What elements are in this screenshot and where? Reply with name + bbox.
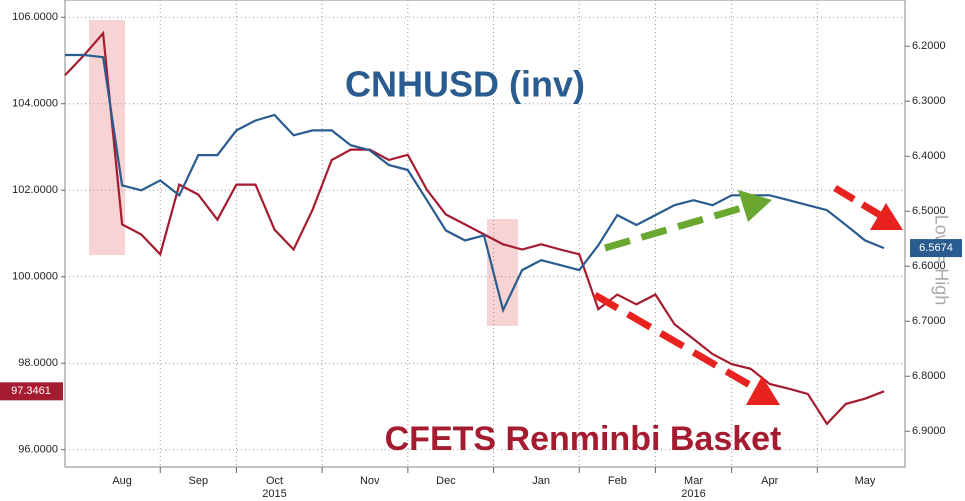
y-tick-label: 96.0000 [18, 444, 58, 456]
arrow-head [870, 203, 903, 230]
y2-tick-label: 6.4000 [912, 150, 946, 162]
y2-tick-label: 6.9000 [912, 425, 946, 437]
last-value-label: 97.3461 [11, 385, 51, 397]
y-tick-label: 102.0000 [12, 184, 58, 196]
last-value-box [0, 382, 63, 401]
arrow-head [746, 376, 780, 405]
year-label: 2016 [681, 488, 705, 500]
y2-tick-label: 6.6000 [912, 260, 946, 272]
y-tick-label: 100.0000 [12, 271, 58, 283]
last-value-label: 6.5674 [919, 242, 953, 254]
y-tick-label: 106.0000 [12, 11, 58, 23]
x-tick-label: Jan [532, 475, 550, 487]
x-tick-label: May [855, 475, 876, 487]
arrow [833, 184, 882, 219]
x-tick-label: Apr [761, 475, 778, 487]
y2-tick-label: 6.5000 [912, 205, 946, 217]
arrows [593, 184, 903, 405]
highlight-box [89, 20, 125, 255]
series-line [64, 30, 885, 426]
arrow-head [738, 190, 772, 222]
y-tick-label: 104.0000 [12, 98, 58, 110]
x-tick-label: Oct [266, 475, 283, 487]
last-value-box [910, 239, 962, 258]
x-tick-label: Feb [608, 475, 627, 487]
arrow [604, 203, 746, 252]
x-tick-label: Nov [360, 475, 380, 487]
year-label: 2015 [262, 488, 286, 500]
y2-tick-label: 6.3000 [912, 95, 946, 107]
annotation: CNHUSD (inv) [345, 64, 585, 105]
x-tick-label: Dec [436, 475, 456, 487]
axis-note: Low = High [931, 215, 951, 306]
annotation: CFETS Renminbi Basket [385, 420, 782, 458]
y2-tick-label: 6.8000 [912, 370, 946, 382]
x-tick-label: Aug [112, 475, 132, 487]
x-tick-label: Sep [189, 475, 209, 487]
y2-tick-label: 6.2000 [912, 40, 946, 52]
y2-tick-label: 6.7000 [912, 315, 946, 327]
arrow [593, 291, 757, 392]
x-tick-label: Mar [684, 475, 703, 487]
y-tick-label: 98.0000 [18, 357, 58, 369]
